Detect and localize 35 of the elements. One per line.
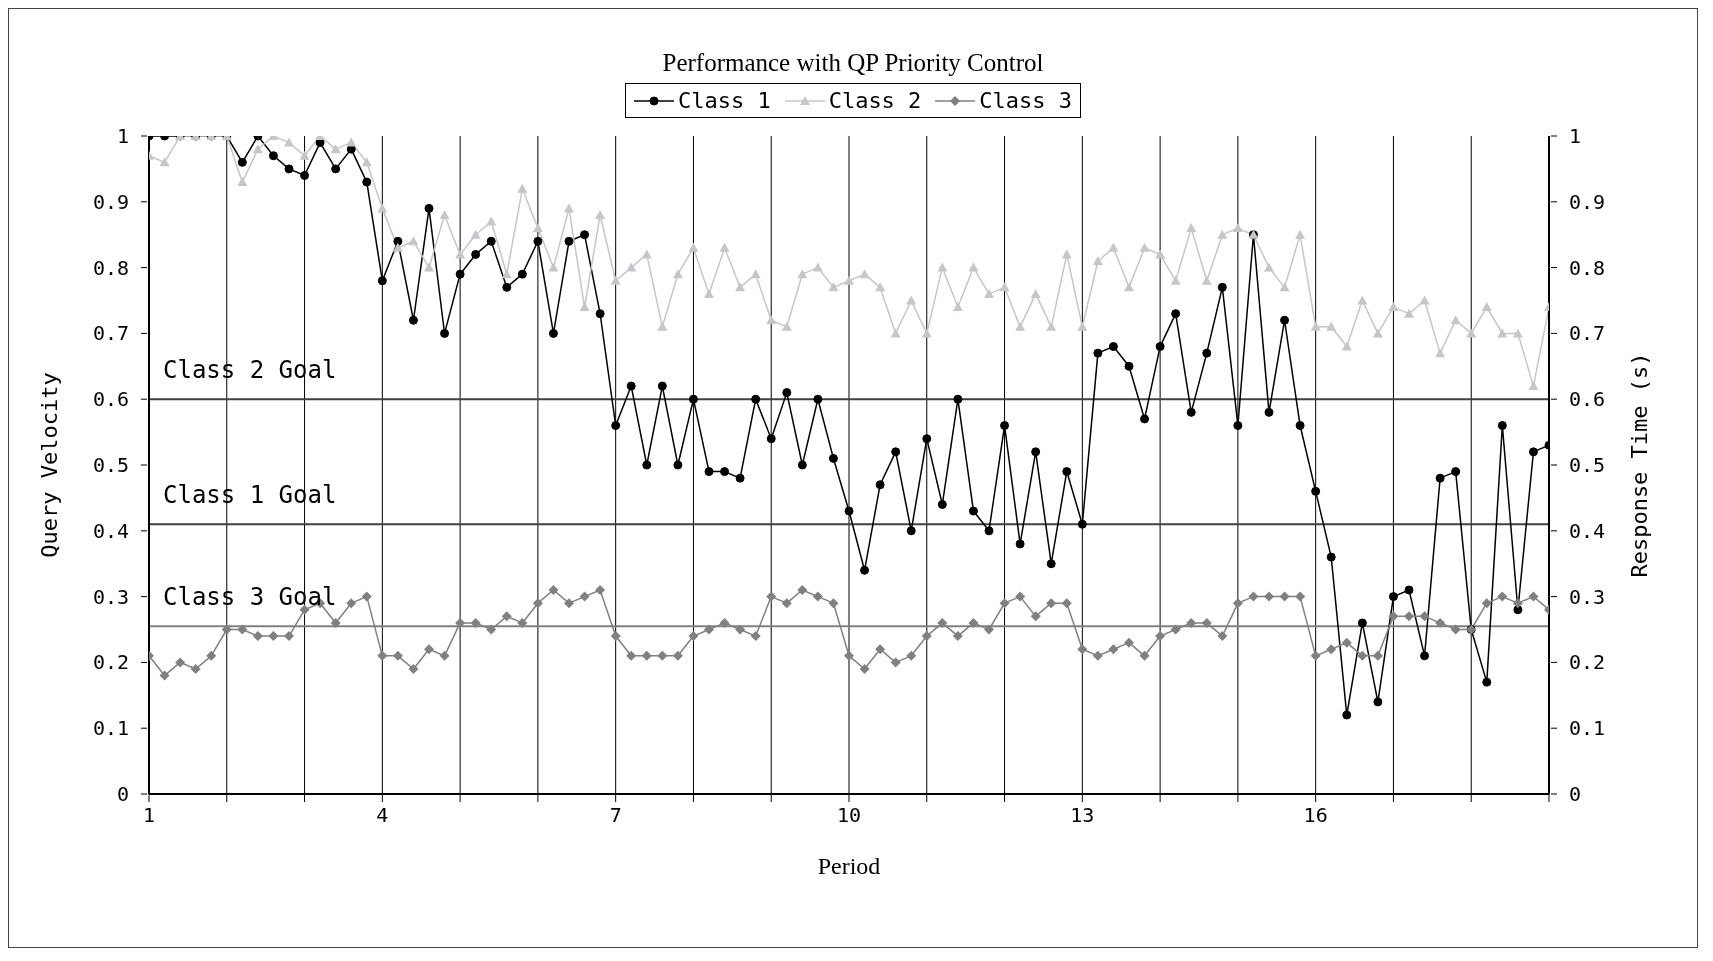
y2-axis-title: Response Time (s) [1626,352,1652,578]
y2-tick-label: 0.8 [1569,255,1606,280]
y2-tick-label: 0.5 [1569,453,1606,477]
y-tick-label: 0.8 [92,255,129,280]
y2-tick-label: 0.7 [1569,321,1606,346]
y-tick-label: 0.4 [92,518,129,543]
x-tick-label: 13 [1070,803,1095,827]
legend-label: Class 1 [677,88,771,113]
x-tick-label: 1 [142,803,156,827]
y-tick-label: 0.6 [92,387,129,412]
x-tick-label: 4 [376,803,389,827]
y-tick-label: 0.1 [92,716,129,741]
y-axis-title: Query Velocity [36,372,62,558]
y-tick-label: 0 [116,782,129,806]
y-tick-label: 0.3 [92,584,129,609]
y2-tick-label: 1 [1569,124,1582,148]
y2-tick-label: 0.1 [1569,716,1606,741]
legend-label: Class 2 [828,88,922,113]
legend-label: Class 3 [979,88,1073,113]
y-tick-label: 0.5 [92,453,129,477]
x-axis-title: Period [817,853,881,879]
y-tick-label: 0.7 [92,321,129,346]
y-tick-label: 1 [116,124,129,148]
x-tick-label: 7 [609,803,622,827]
y2-tick-label: 0 [1569,782,1582,806]
x-tick-label: 16 [1303,803,1328,827]
x-tick-label: 10 [836,803,862,827]
y2-tick-label: 0.6 [1569,387,1606,412]
y-tick-label: 0.9 [92,189,129,214]
y2-tick-label: 0.4 [1569,518,1606,543]
y2-tick-label: 0.2 [1569,650,1606,675]
y2-tick-label: 0.9 [1569,189,1606,214]
y-tick-label: 0.2 [92,650,129,675]
chart-title: Performance with QP Priority Control [661,49,1045,77]
y2-tick-label: 0.3 [1569,584,1606,609]
